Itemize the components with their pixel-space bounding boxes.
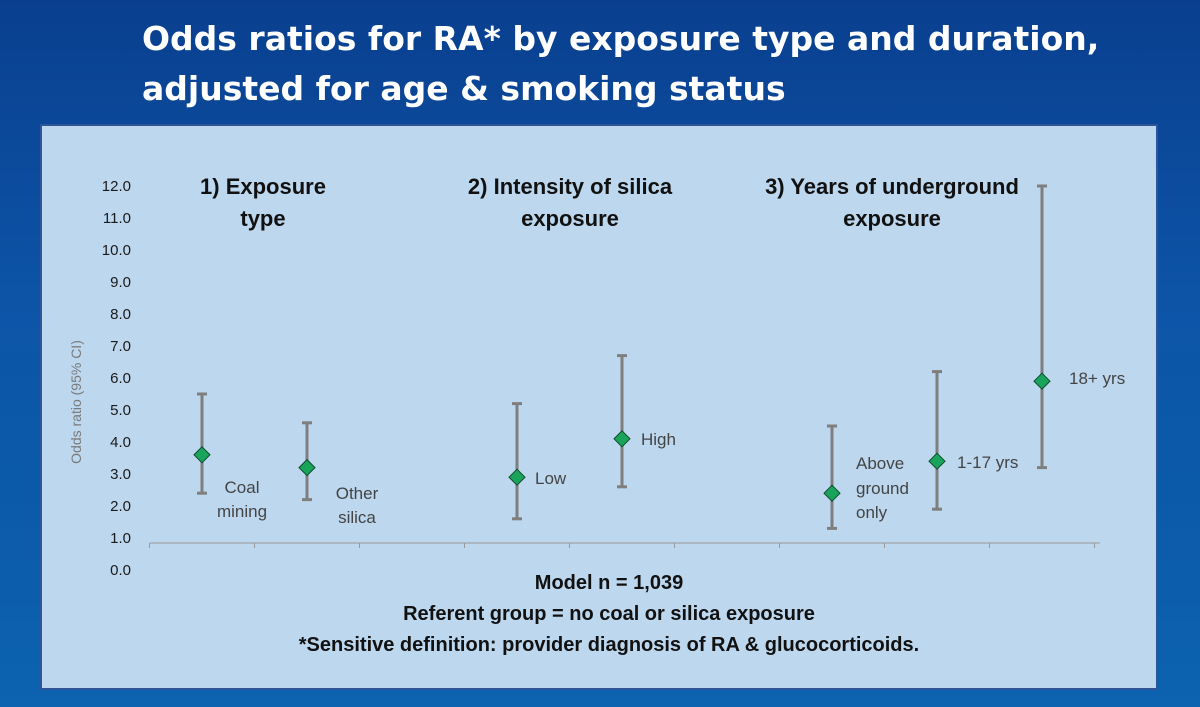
point-label: Above — [856, 454, 904, 473]
y-tick-label: 9.0 — [110, 274, 131, 291]
y-tick-label: 7.0 — [110, 338, 131, 355]
point-marker — [1033, 372, 1051, 390]
group-heading: type — [240, 206, 285, 231]
slide-title: Odds ratios for RA* by exposure type and… — [142, 14, 1142, 114]
y-tick-label: 12.0 — [102, 178, 131, 195]
point-marker — [823, 484, 841, 502]
y-tick-label: 1.0 — [110, 530, 131, 547]
y-tick-label: 11.0 — [103, 210, 131, 227]
point-marker — [613, 430, 631, 448]
point-label: 1-17 yrs — [957, 453, 1018, 472]
point-label: ground — [856, 479, 909, 498]
group-heading: exposure — [843, 206, 941, 231]
footnote-line: Model n = 1,039 — [535, 572, 683, 594]
y-tick-label: 5.0 — [110, 402, 131, 419]
title-line-2: adjusted for age & smoking status — [142, 69, 786, 108]
group-heading: 3) Years of underground — [765, 174, 1019, 199]
chart-panel — [40, 124, 1158, 690]
title-line-1: Odds ratios for RA* by exposure type and… — [142, 19, 1100, 58]
point-label: 18+ yrs — [1069, 369, 1125, 388]
y-tick-label: 4.0 — [110, 434, 131, 451]
point-marker — [193, 446, 211, 464]
footnote-line: Referent group = no coal or silica expos… — [403, 603, 815, 625]
y-axis-label: Odds ratio (95% CI) — [68, 340, 84, 464]
y-tick-label: 2.0 — [110, 498, 131, 515]
y-tick-label: 0.0 — [110, 562, 131, 579]
point-marker — [508, 468, 526, 486]
point-label: High — [641, 430, 676, 449]
point-marker — [928, 452, 946, 470]
y-tick-label: 10.0 — [102, 242, 131, 259]
point-label: Other — [336, 484, 379, 503]
group-heading: 1) Exposure — [200, 174, 326, 199]
point-label: Low — [535, 469, 567, 488]
point-label: only — [856, 503, 888, 522]
group-heading: 2) Intensity of silica — [468, 174, 673, 199]
y-tick-label: 3.0 — [110, 466, 131, 483]
point-label: mining — [217, 502, 267, 521]
footnote-line: *Sensitive definition: provider diagnosi… — [299, 634, 919, 656]
y-tick-label: 8.0 — [110, 306, 131, 323]
group-heading: exposure — [521, 206, 619, 231]
point-label: silica — [338, 508, 376, 527]
y-tick-label: 6.0 — [110, 370, 131, 387]
point-marker — [298, 458, 316, 477]
point-label: Coal — [225, 478, 260, 497]
